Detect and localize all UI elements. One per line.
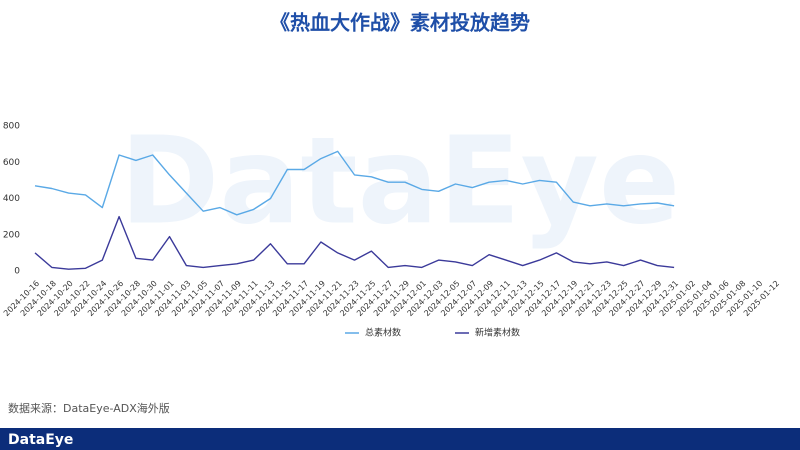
series-line	[34, 215, 675, 270]
y-tick-label: 600	[3, 158, 20, 168]
legend-label: 新增素材数	[475, 327, 520, 339]
source: 数据来源：DataEye-ADX海外版	[8, 401, 170, 415]
legend-label: 总素材数	[365, 327, 401, 339]
y-tick-label: 200	[3, 230, 20, 240]
y-tick-label: 800	[3, 122, 20, 132]
y-tick-label: 400	[3, 194, 20, 204]
footer-bar	[0, 428, 800, 450]
series-line	[34, 150, 675, 216]
y-tick-label: 0	[14, 267, 20, 277]
chart-title: 《热血大作战》素材投放趋势	[270, 11, 530, 35]
brand: DataEye	[8, 432, 73, 448]
